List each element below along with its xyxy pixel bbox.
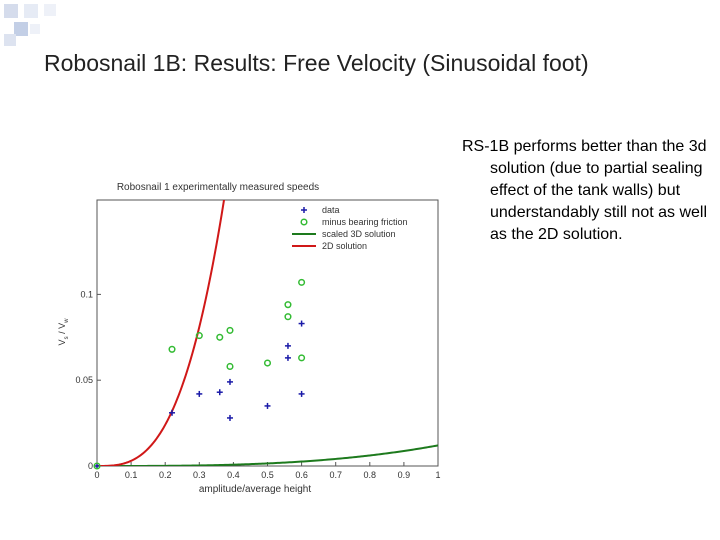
y-tick-label: 0.1 — [80, 289, 93, 299]
legend-label: data — [322, 205, 340, 215]
x-tick-label: 1 — [435, 470, 440, 480]
legend: data minus bearing friction scaled 3D solu… — [288, 203, 436, 257]
x-axis-label: amplitude/average height — [199, 484, 312, 495]
data-point-plus — [284, 354, 291, 361]
series-line-scaled-3d-solution — [97, 444, 438, 466]
speed-chart: Robosnail 1 experimentally measured spee… — [57, 182, 441, 495]
data-point-circle — [226, 362, 234, 371]
data-point-plus — [284, 342, 291, 349]
bullet-point: RS-1B performs better than the 3d soluti… — [462, 136, 712, 246]
data-point-circle — [216, 333, 224, 341]
data-point-plus — [94, 463, 100, 469]
legend-swatch — [301, 207, 307, 213]
chart-title: Robosnail 1 experimentally measured spee… — [117, 182, 319, 193]
data-point-plus — [226, 378, 233, 385]
series-line-2d-solution — [97, 200, 226, 466]
legend-label: 2D solution — [322, 241, 367, 251]
bullet-text: RS-1B performs better than the 3d soluti… — [462, 138, 708, 243]
legend-label: scaled 3D solution — [322, 229, 396, 239]
legend-swatch — [300, 218, 308, 226]
data-point-plus — [298, 320, 305, 327]
data-point-plus — [298, 390, 305, 397]
data-point-plus — [264, 402, 271, 409]
data-point-plus — [169, 409, 176, 416]
data-point-circle — [226, 326, 234, 334]
data-point-circle — [298, 278, 306, 286]
data-point-circle — [284, 301, 292, 309]
x-tick-label: 0.8 — [364, 470, 377, 480]
legend-background — [288, 203, 436, 257]
data-point-plus — [196, 390, 203, 397]
x-tick-label: 0.3 — [193, 470, 206, 480]
data-point-plus — [216, 389, 223, 396]
y-axis-label-text: Vs / Vw — [57, 318, 70, 346]
x-tick-label: 0.5 — [261, 470, 274, 480]
data-point-circle — [93, 462, 101, 470]
data-point-circle — [263, 359, 272, 367]
x-tick-label: 0.4 — [227, 470, 240, 480]
data-point-circle — [298, 354, 306, 362]
slide-corner-decoration — [0, 0, 70, 50]
x-tick-label: 0.1 — [125, 470, 138, 480]
y-tick-label: 0 — [88, 461, 93, 471]
data-point-plus — [226, 414, 233, 421]
x-tick-label: 0.9 — [398, 470, 411, 480]
legend-label: minus bearing friction — [322, 217, 408, 227]
y-axis-label: Vs / Vw — [57, 318, 70, 346]
data-point-circle — [195, 332, 203, 340]
y-tick-label: 0.05 — [75, 375, 93, 385]
x-tick-label: 0.2 — [159, 470, 172, 480]
x-tick-label: 0 — [94, 470, 99, 480]
x-tick-label: 0.7 — [329, 470, 342, 480]
data-point-circle — [168, 345, 176, 353]
data-point-circle — [284, 313, 292, 321]
x-tick-label: 0.6 — [295, 470, 308, 480]
slide-title: Robosnail 1B: Results: Free Velocity (Si… — [44, 50, 589, 76]
